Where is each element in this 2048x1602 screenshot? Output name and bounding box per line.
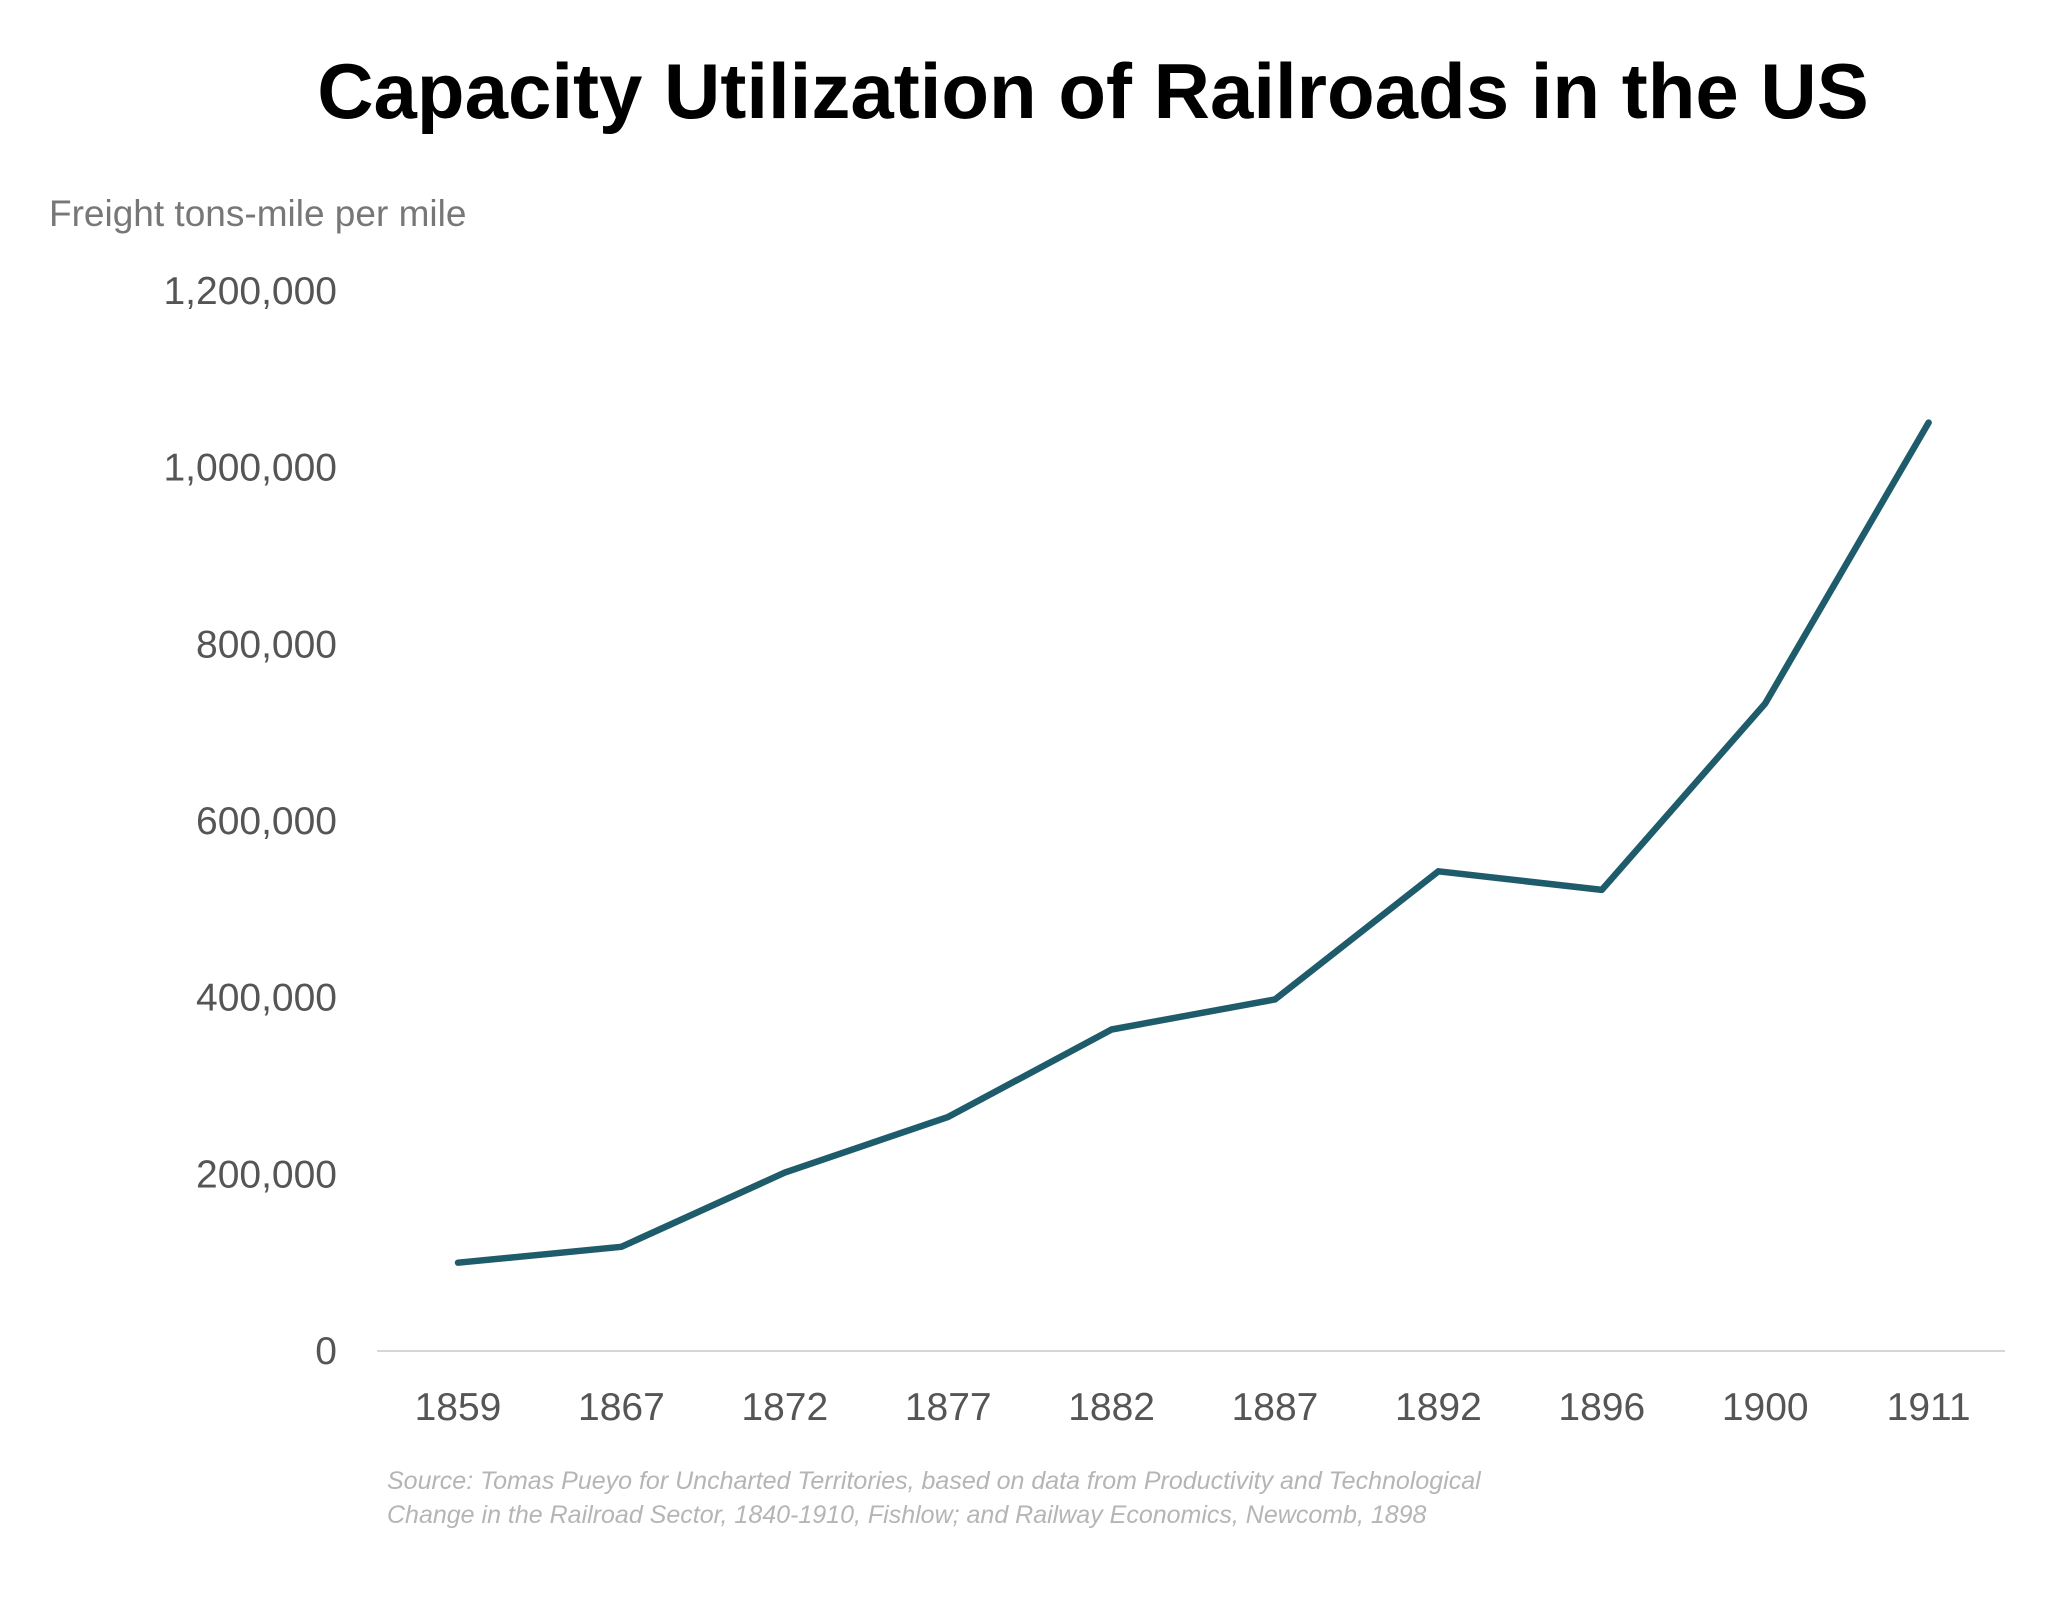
x-tick-label: 1882 — [1068, 1386, 1155, 1429]
y-tick-label: 1,000,000 — [163, 447, 337, 490]
x-tick-label: 1887 — [1232, 1386, 1319, 1429]
x-tick-label: 1867 — [578, 1386, 665, 1429]
source-line-1: Source: Tomas Pueyo for Uncharted Territ… — [387, 1467, 1482, 1495]
series-line — [454, 419, 1932, 1266]
y-tick-label: 400,000 — [196, 977, 337, 1020]
y-tick-label: 800,000 — [196, 623, 337, 666]
y-tick-label: 1,200,000 — [163, 270, 337, 313]
source-line-2: Change in the Railroad Sector, 1840-1910… — [387, 1501, 1427, 1529]
y-tick-label: 200,000 — [196, 1153, 337, 1196]
x-tick-label: 1896 — [1558, 1386, 1645, 1429]
y-tick-label: 600,000 — [196, 800, 337, 843]
chart-title: Capacity Utilization of Railroads in the… — [317, 47, 1869, 135]
x-tick-label: 1872 — [741, 1386, 828, 1429]
x-tick-label: 1877 — [905, 1386, 992, 1429]
y-tick-label: 0 — [315, 1330, 337, 1373]
x-tick-label: 1859 — [415, 1386, 502, 1429]
x-tick-label: 1900 — [1722, 1386, 1809, 1429]
y-axis-label: Freight tons-mile per mile — [49, 193, 466, 234]
x-tick-label: 1892 — [1395, 1386, 1482, 1429]
x-tick-label: 1911 — [1887, 1386, 1971, 1429]
